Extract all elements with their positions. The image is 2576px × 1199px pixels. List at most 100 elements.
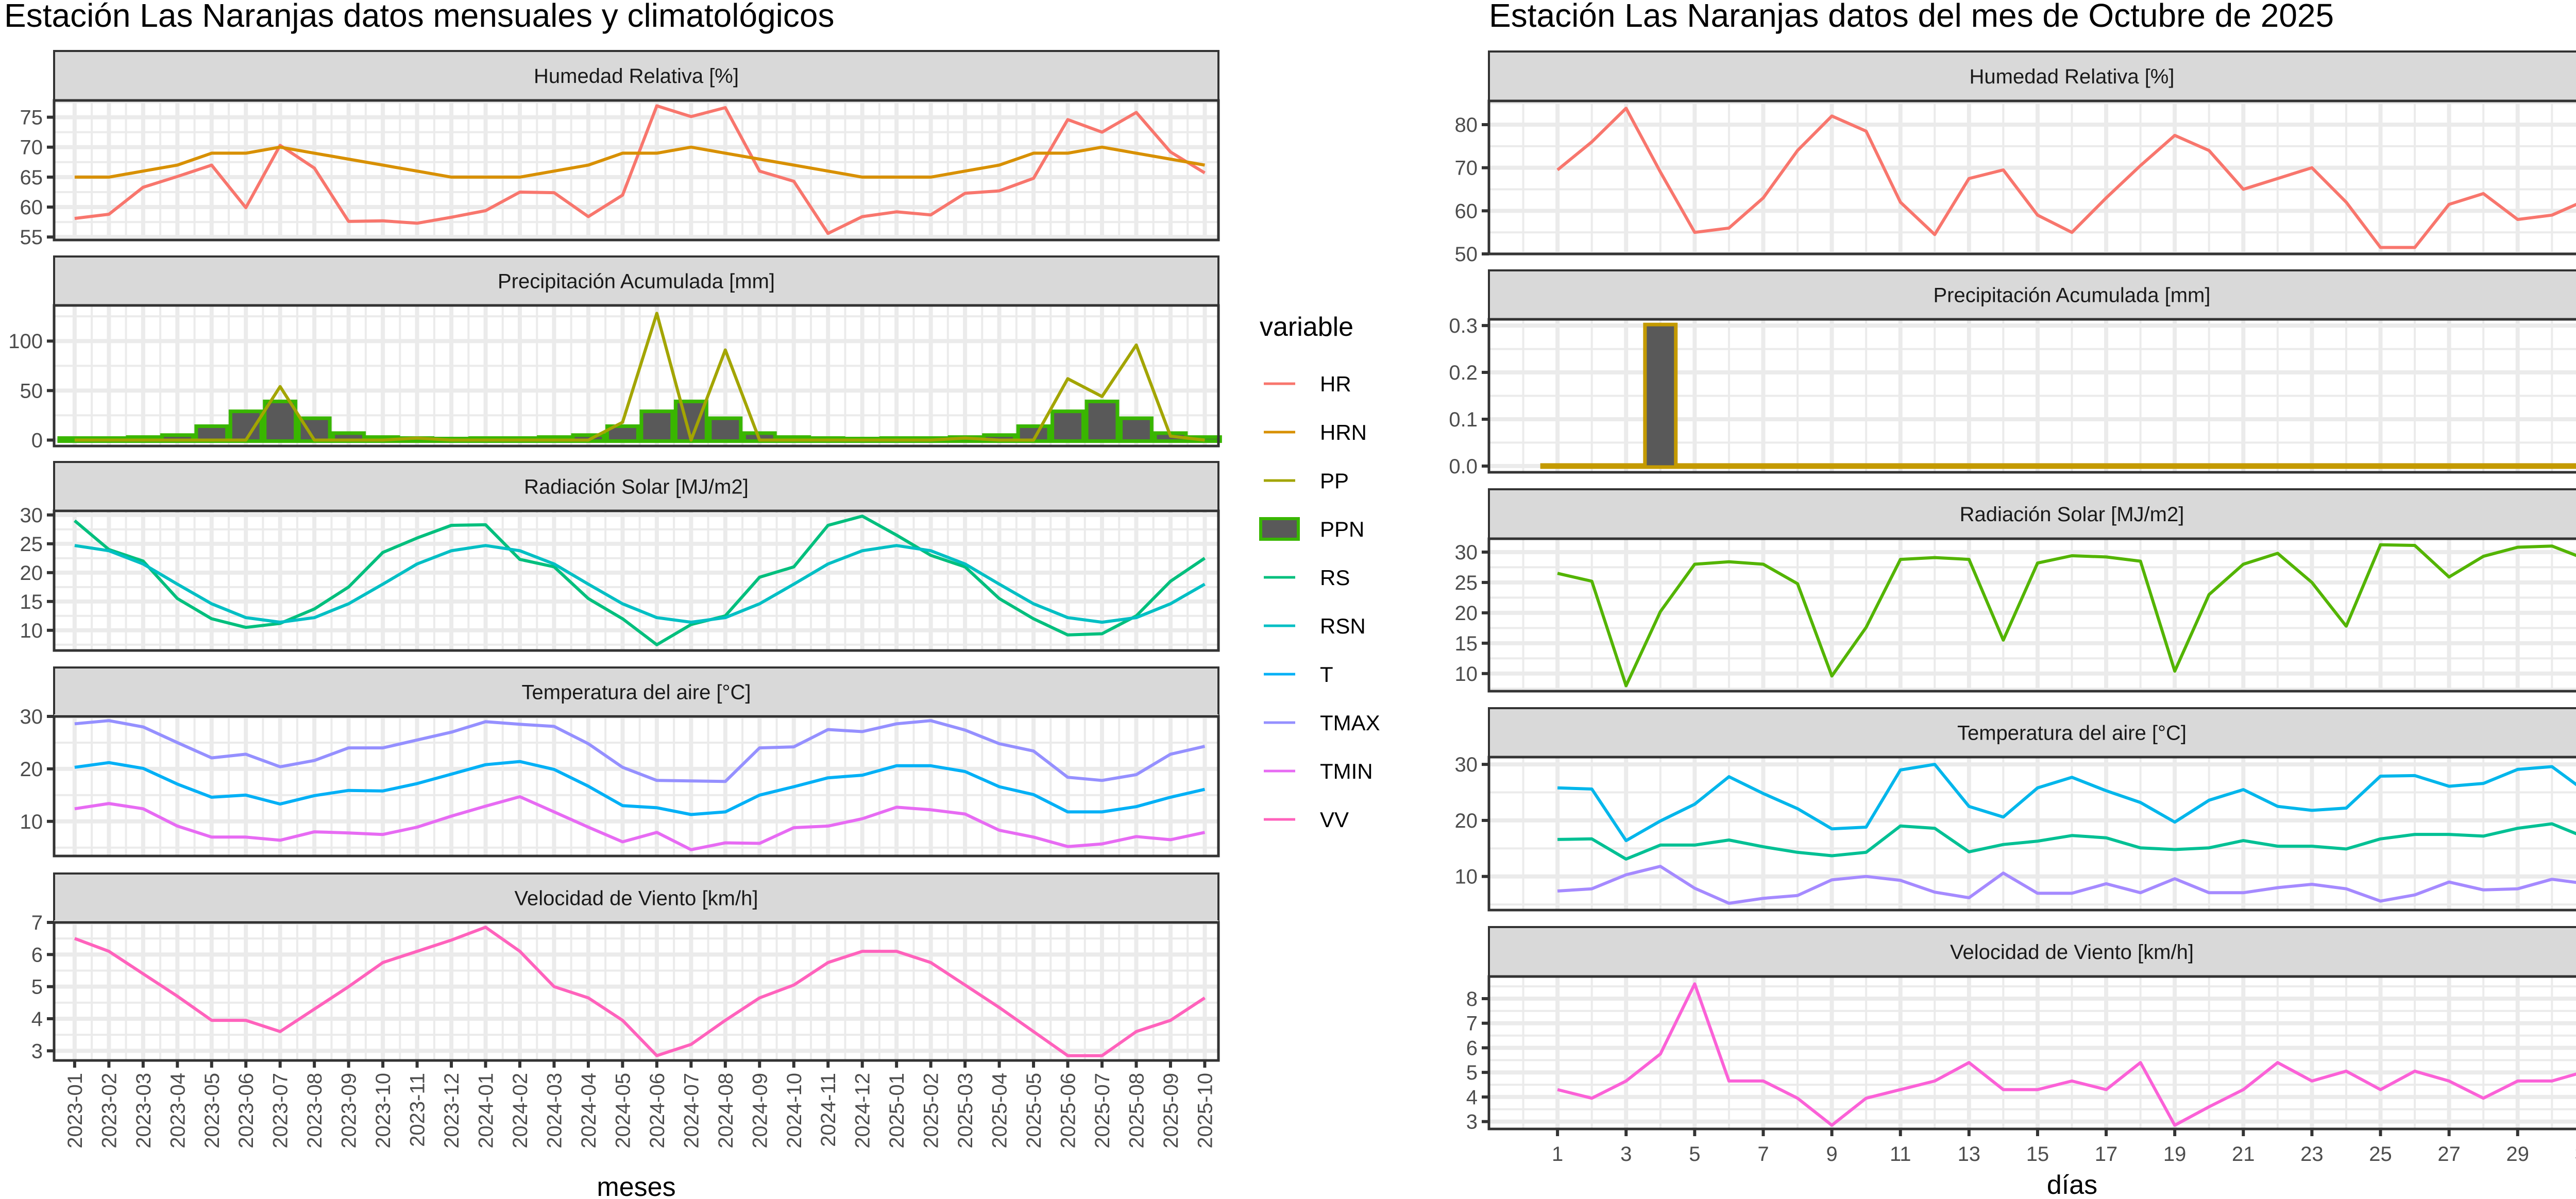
y-tick-label: 4 [1466,1086,1478,1109]
bar-pp [2123,463,2158,469]
bar-pp [1780,463,1815,469]
bar-ppn [1119,416,1154,443]
plot-background [54,716,1218,856]
x-tick-label: 2025-03 [954,1073,977,1149]
facet-panel: Humedad Relativa [%] 55 60 65 70 75 [20,50,1220,249]
x-tick-label: 2025-10 [1194,1073,1216,1149]
x-tick-label: 2024-05 [612,1073,634,1149]
x-tick-label: 2024-02 [509,1073,532,1149]
y-tick-label: 50 [1455,243,1478,266]
x-tick-label: 2025-02 [920,1073,943,1149]
bar-pp [1883,463,1918,469]
bar-pp [1986,463,2021,469]
x-tick-label: 2024-09 [749,1073,771,1149]
facet-panels: Humedad Relativa [%]5560657075Precipitac… [8,50,1222,1063]
bar-ppn [708,416,743,443]
y-tick-label: 20 [1455,602,1478,625]
panel-border [1487,99,2576,255]
legend-label: HR [1320,372,1351,396]
y-tick-label: 60 [1455,200,1478,222]
x-tick-label: 2023-11 [406,1073,429,1147]
x-tick-label: 2023-10 [372,1073,395,1149]
series-line-hrn [74,145,1205,179]
bar-pp [2157,463,2192,469]
bar-pp [2363,463,2398,469]
bar-pp [2397,463,2432,469]
x-axis: 2023-01 2023-02 2023-03 2023-04 2023-05 2023-… [64,1060,1216,1149]
x-tick-label: 2024-08 [715,1073,737,1149]
legend-item: HR [1264,372,1351,396]
x-tick-label: 2025-01 [886,1073,908,1149]
x-tick-label: 2024-06 [646,1073,669,1149]
facet-strip [1488,269,2576,320]
series-line-vv [74,926,1206,1057]
x-tick-label: 31 [2575,1143,2576,1166]
x-tick-label: 2025-07 [1091,1073,1114,1149]
bar-pp [2192,463,2227,469]
x-tick-label: 9 [1826,1143,1837,1166]
x-tick-label: 19 [2163,1143,2187,1166]
y-tick-label: 15 [1455,632,1478,655]
plot-background [54,922,1218,1060]
chart-title: Estación Las Naranjas datos del mes de O… [1489,0,2334,34]
facet-strip-label: Velocidad de Viento [km/h] [515,887,758,910]
y-tick-label: 20 [20,758,43,781]
y-tick-label: 50 [20,380,43,402]
x-tick-label: 2023-08 [303,1073,326,1149]
y-tick-label: 10 [1455,663,1478,686]
x-tick-label: 2024-01 [475,1073,498,1149]
y-tick-label: 10 [20,620,43,642]
bar-pp [2569,463,2576,469]
legend-label: HRN [1320,420,1367,444]
bar-pp [1574,463,1609,469]
facet-panel: Radiación Solar [MJ/m2] 10 15 20 25 30 [20,461,1220,652]
bar-pp [1952,463,1987,469]
x-tick-label: 2023-04 [166,1073,189,1149]
legend-item: TMAX [1264,711,1380,735]
bar-pp [2226,463,2261,469]
y-tick-label: 8 [1466,988,1478,1010]
series-line-rsn [74,544,1206,624]
x-tick-label: 5 [1689,1143,1700,1166]
bar-pp [1711,463,1747,469]
facet-strip-label: Precipitación Acumulada [mm] [1933,284,2210,307]
x-tick-label: 2024-10 [783,1073,806,1149]
facet-panel: Temperatura del aire [°C] 10 20 30 [20,666,1220,858]
bar-pp [2534,463,2569,469]
y-tick-label: 7 [31,912,43,934]
y-tick-label: 65 [20,166,43,189]
bar-ppn [263,399,298,443]
bar-ppn [639,409,674,443]
x-tick-label: 15 [2026,1143,2049,1166]
y-tick-label: 70 [20,136,43,159]
legend-label: TMIN [1320,759,1373,783]
facet-panel: Radiación Solar [MJ/m2] 10 15 20 25 30 [1455,488,2576,693]
facet-panel: Humedad Relativa [%] 50 60 70 80 [1455,50,2576,266]
panel-border [1487,975,2576,1131]
chart-title: Estación Las Naranjas datos mensuales y … [4,0,834,34]
x-tick-label: 2024-03 [543,1073,566,1149]
x-tick-label: 7 [1757,1143,1769,1166]
x-tick-label: 2025-06 [1057,1073,1080,1149]
plot-background [1489,977,2576,1129]
bar-pp [1815,463,1850,469]
y-tick-label: 25 [20,533,43,556]
y-tick-label: 55 [20,226,43,249]
y-tick-label: 75 [20,107,43,129]
x-tick-label: 2024-11 [817,1073,840,1147]
legend-item: PPN [1259,517,1364,541]
y-tick-label: 60 [20,196,43,219]
panel-border [53,921,1220,1062]
x-tick-label: 2023-03 [132,1073,155,1149]
x-tick-label: 2024-07 [680,1073,703,1149]
x-tick-label: 2025-04 [989,1073,1011,1149]
panel-border [53,304,1220,448]
y-tick-label: 20 [20,562,43,585]
x-tick-label: 3 [1620,1143,1632,1166]
x-tick-label: 2023-12 [440,1073,463,1149]
facet-panel: Precipitación Acumulada [mm] 0.0 0.1 0.2 0.3 [1449,269,2576,478]
facet-panels: Humedad Relativa [%] 50 60 70 80 Precipitació… [1449,50,2576,1134]
series-line-t [74,760,1206,816]
x-tick-label: 2023-06 [235,1073,258,1149]
